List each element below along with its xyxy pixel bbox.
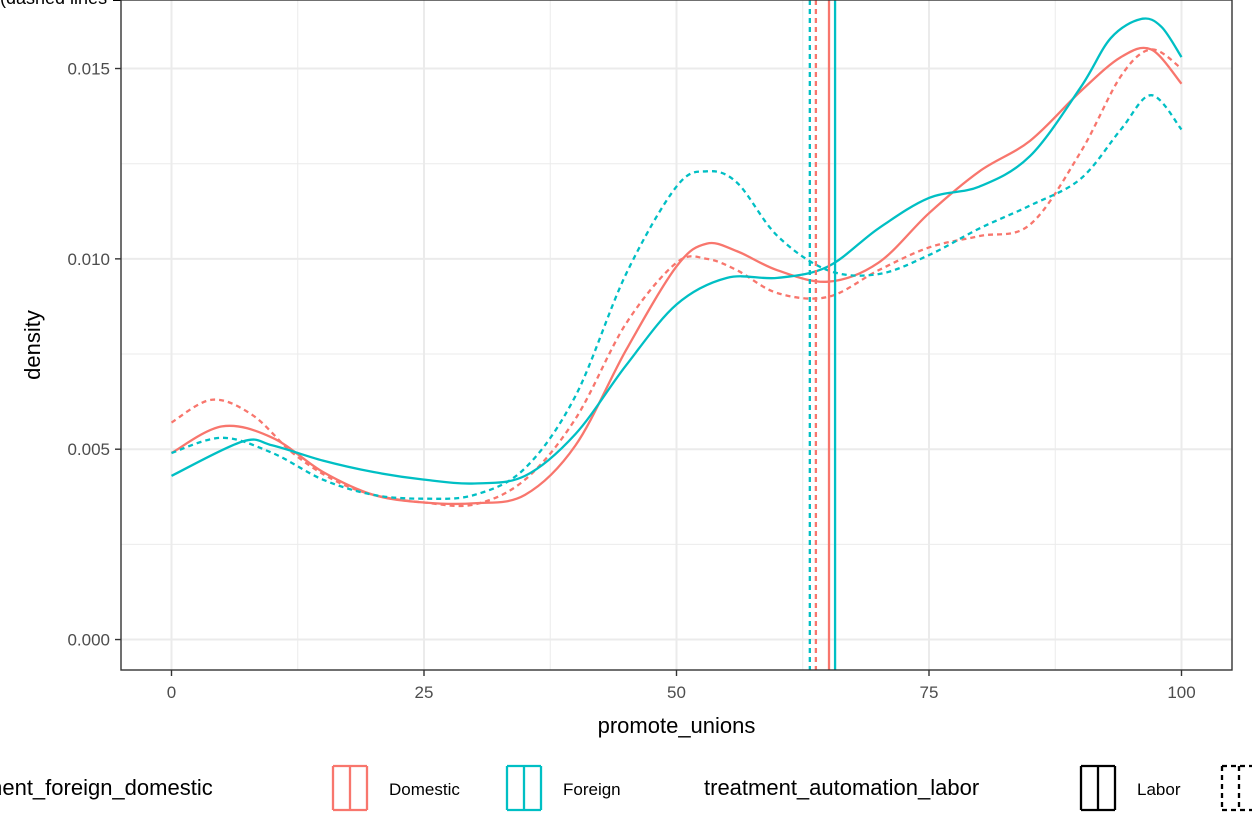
legend-key-automation (1220, 764, 1252, 812)
density-curve-domestic-automation (170, 48, 1183, 508)
x-tick-label: 100 (1167, 683, 1195, 702)
legend: treatment_foreign_domestic Domestic Foreig… (0, 764, 1252, 812)
legend-title-linetype: treatment_automation_labor (704, 775, 979, 800)
plot-grid (121, 0, 1232, 670)
x-tick-label: 50 (667, 683, 686, 702)
x-axis: 0 25 50 75 100 (167, 670, 1196, 702)
y-tick-label: 0.015 (67, 60, 110, 79)
x-tick-label: 0 (167, 683, 176, 702)
y-tick-label: 0.010 (67, 250, 110, 269)
x-tick-label: 75 (920, 683, 939, 702)
legend-key-foreign (505, 764, 543, 812)
legend-label-domestic: Domestic (389, 780, 460, 799)
x-tick-label: 25 (415, 683, 434, 702)
x-axis-title: promote_unions (598, 713, 756, 738)
legend-key-labor (1079, 764, 1117, 812)
mean-lines-layer (808, 0, 837, 670)
y-axis: 0.000 0.005 0.010 0.015 (67, 60, 121, 650)
series-layer (170, 17, 1183, 508)
density-curve-foreign-labor (170, 17, 1183, 485)
legend-label-foreign: Foreign (563, 780, 621, 799)
y-tick-label: 0.005 (67, 440, 110, 459)
legend-title-colour: treatment_foreign_domestic (0, 775, 213, 800)
y-axis-title: density (20, 310, 45, 380)
legend-label-labor: Labor (1137, 780, 1181, 799)
legend-key-domestic (331, 764, 369, 812)
density-curve-foreign-automation (171, 94, 1183, 500)
y-tick-label: 0.000 (67, 631, 110, 650)
